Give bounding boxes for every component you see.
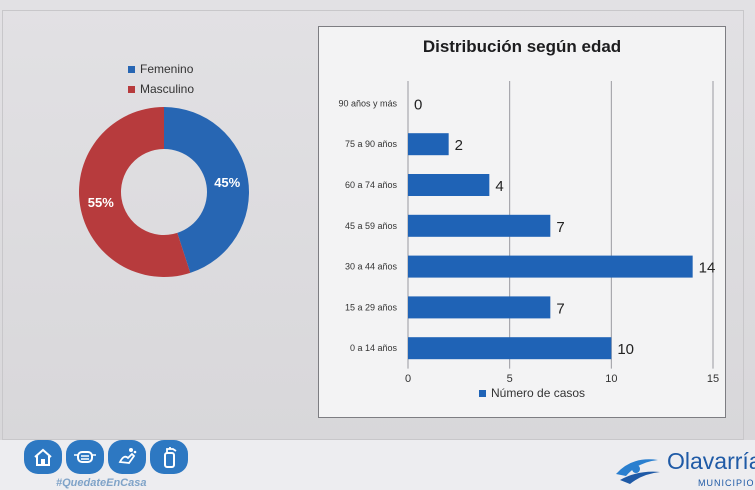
bar-value-label: 4 — [495, 178, 503, 195]
hashtag-text: #QuedateEnCasa — [56, 477, 147, 489]
chart-title: Distribución según edad — [422, 37, 622, 56]
legend-swatch-masculino — [128, 85, 135, 93]
legend-item-masculino: Masculino — [128, 79, 194, 99]
legend-item-femenino: Femenino — [128, 59, 194, 79]
y-tick-label: 30 a 44 años — [345, 262, 398, 272]
y-tick-label: 75 a 90 años — [345, 139, 398, 149]
mask-icon — [66, 440, 104, 474]
bar-value-label: 10 — [617, 341, 634, 358]
bar — [408, 337, 612, 360]
gender-donut-svg: 45% 55% — [78, 107, 249, 277]
legend-label-femenino: Femenino — [140, 62, 194, 76]
logo-subtitle: MUNICIPIO — [698, 478, 755, 488]
donut-label-masculino: 55% — [88, 195, 114, 210]
y-tick-label: 60 a 74 años — [345, 180, 398, 190]
bar — [408, 214, 551, 237]
bar-value-label: 0 — [414, 96, 422, 113]
bar-value-label: 7 — [556, 219, 564, 236]
footer-bar: #QuedateEnCasa Olavarría MUNICIPIO — [0, 440, 755, 490]
logo-swoosh-icon — [616, 459, 660, 484]
bar-legend-swatch — [479, 389, 486, 397]
x-tick-label-5: 5 — [507, 373, 513, 385]
age-bar-chart: Distribución según edad 0 5 10 15 90 años y … — [318, 26, 726, 418]
donut-label-femenino: 45% — [214, 175, 240, 190]
footer-icons — [24, 440, 188, 474]
municipality-logo: Olavarría MUNICIPIO — [612, 444, 755, 490]
bar-value-label: 14 — [699, 260, 716, 277]
slide-frame — [2, 10, 744, 440]
bar — [408, 296, 551, 319]
y-tick-label: 45 a 59 años — [345, 221, 398, 231]
gender-legend: Femenino Masculino — [128, 59, 194, 99]
age-bar-svg: 0 5 10 15 90 años y más 0 75 a 90 años 2 60 a 74… — [338, 81, 719, 385]
bar — [408, 133, 449, 156]
y-tick-label: 90 años y más — [338, 98, 397, 108]
bar-legend-label: Número de casos — [491, 386, 586, 400]
gender-donut-chart: 45% 55% — [40, 50, 290, 300]
bar — [408, 255, 693, 278]
logo-name: Olavarría — [667, 448, 755, 474]
hands-wash-icon — [108, 440, 146, 474]
x-tick-label-15: 15 — [707, 373, 719, 385]
bar — [408, 174, 490, 196]
x-tick-label-0: 0 — [405, 373, 411, 385]
donut-slice-femenino — [164, 107, 249, 273]
legend-swatch-femenino — [128, 65, 135, 73]
legend-label-masculino: Masculino — [140, 82, 195, 96]
y-tick-label: 15 a 29 años — [345, 302, 398, 312]
x-tick-label-10: 10 — [605, 373, 617, 385]
house-icon — [24, 440, 62, 474]
donut-slice-masculino — [78, 107, 191, 277]
bar-value-label: 2 — [455, 137, 463, 154]
spray-bottle-icon — [150, 440, 188, 474]
y-tick-label: 0 a 14 años — [350, 343, 398, 353]
bar-value-label: 7 — [556, 300, 564, 317]
bar-legend: Número de casos — [479, 386, 585, 400]
